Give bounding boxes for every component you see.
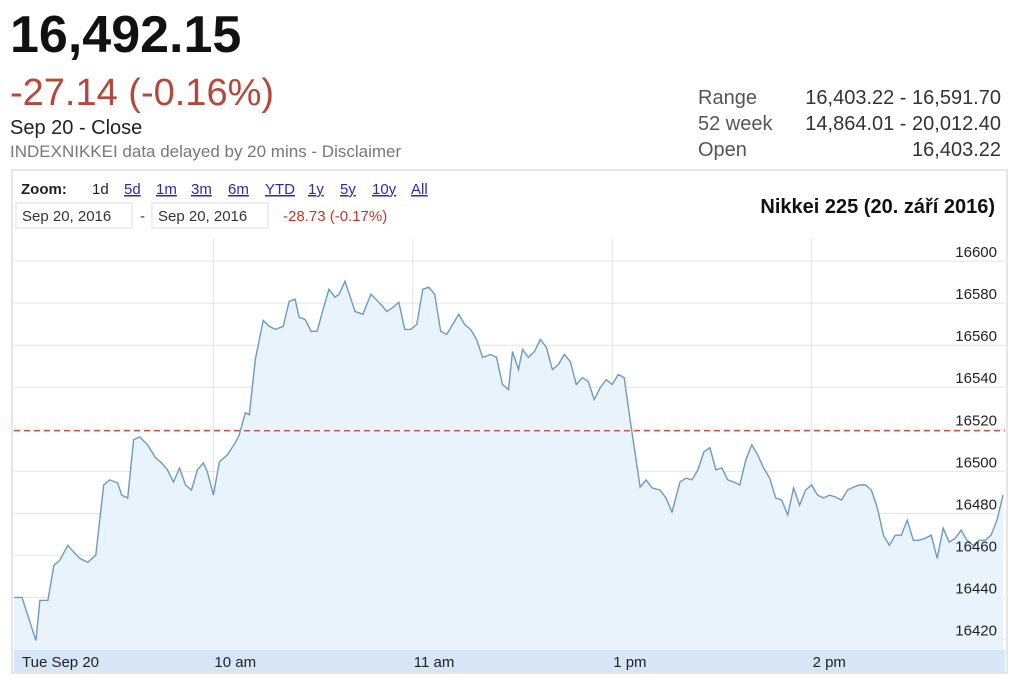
date-separator: - bbox=[140, 208, 145, 225]
zoom-option[interactable]: 5y bbox=[340, 181, 356, 198]
zoom-label: Zoom: bbox=[21, 181, 67, 198]
stat-value: 16,403.22 - 16,591.70 bbox=[805, 87, 1001, 109]
y-tick-label: 16460 bbox=[955, 538, 997, 555]
price-line bbox=[14, 279, 1004, 641]
stat-value: 14,864.01 - 20,012.40 bbox=[805, 113, 1001, 135]
price: 16,492.15 bbox=[10, 6, 241, 64]
y-tick-label: 16420 bbox=[955, 622, 997, 639]
note: INDEXNIKKEI data delayed by 20 mins - Di… bbox=[10, 142, 401, 161]
zoom-option[interactable]: 10y bbox=[372, 181, 397, 198]
x-tick-label: 2 pm bbox=[813, 654, 846, 671]
date-from: Sep 20, 2016 bbox=[22, 208, 111, 225]
zoom-option[interactable]: 1m bbox=[156, 181, 177, 198]
range-change: -28.73 (-0.17%) bbox=[283, 208, 387, 225]
y-tick-label: 16520 bbox=[955, 412, 997, 429]
area-fill bbox=[14, 281, 1003, 650]
date-input[interactable] bbox=[15, 202, 133, 229]
zoom-option[interactable]: 3m bbox=[191, 181, 212, 198]
plot: Tue Sep 20 10 am 11 am 1 pm 2 pm 16420 16440 16… bbox=[14, 238, 1005, 671]
x-tick-label: 1 pm bbox=[613, 654, 646, 671]
zoom-option[interactable]: 1d bbox=[92, 181, 109, 198]
date-input[interactable] bbox=[151, 202, 269, 229]
x-tick-label: 11 am bbox=[414, 654, 455, 671]
y-tick-label: 16580 bbox=[955, 286, 997, 303]
change: -27.14 (-0.16%) bbox=[10, 72, 274, 114]
y-tick-label: 16560 bbox=[955, 328, 997, 345]
stat-label: Open bbox=[698, 139, 747, 161]
y-tick-label: 16480 bbox=[955, 496, 997, 513]
zoom-option[interactable]: YTD bbox=[265, 181, 295, 198]
x-tick-label: Tue Sep 20 bbox=[22, 654, 99, 671]
y-tick-label: 16600 bbox=[955, 244, 997, 261]
stat-label: 52 week bbox=[698, 113, 773, 135]
stat-label: Range bbox=[698, 87, 757, 109]
zoom-option[interactable]: All bbox=[411, 181, 428, 198]
y-tick-label: 16440 bbox=[955, 580, 997, 597]
date-to: Sep 20, 2016 bbox=[158, 208, 247, 225]
zoom-option[interactable]: 6m bbox=[228, 181, 249, 198]
x-tick-label: 10 am bbox=[214, 654, 256, 671]
zoom-option[interactable]: 1y bbox=[308, 181, 324, 198]
x-axis-band bbox=[14, 650, 1005, 672]
stat-value: 16,403.22 bbox=[912, 139, 1001, 161]
zoom-option[interactable]: 5d bbox=[124, 181, 141, 198]
y-tick-label: 16500 bbox=[955, 454, 997, 471]
chart-title: Nikkei 225 (20. září 2016) bbox=[760, 196, 995, 218]
y-tick-label: 16540 bbox=[955, 370, 997, 387]
status: Sep 20 - Close bbox=[10, 117, 142, 139]
